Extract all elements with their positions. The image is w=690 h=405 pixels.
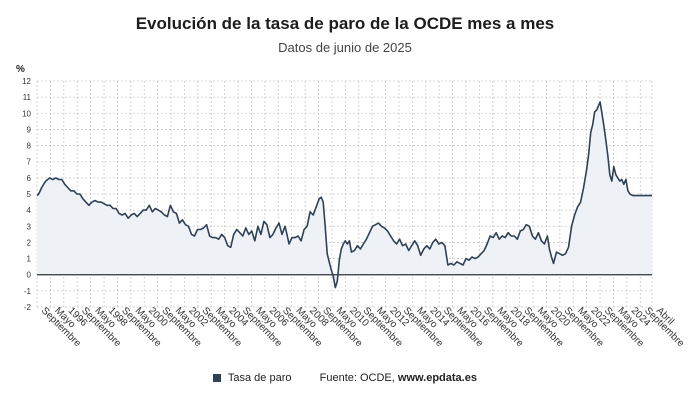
legend-swatch xyxy=(213,374,222,383)
y-tick-label: 8 xyxy=(27,142,32,151)
series-area xyxy=(37,102,652,288)
y-tick-label: 0 xyxy=(27,271,32,280)
y-tick-label: 12 xyxy=(22,77,31,86)
y-tick-label: 1 xyxy=(27,255,32,264)
chart-subtitle: Datos de junio de 2025 xyxy=(278,40,412,55)
y-tick-label: -2 xyxy=(24,303,32,312)
legend: Tasa de paro Fuente: OCDE, www.epdata.es xyxy=(0,372,690,384)
x-axis-tick-labels: SeptiembreMayo1996SeptiembreMayo1998Sept… xyxy=(39,305,687,349)
y-tick-label: -1 xyxy=(24,287,32,296)
y-tick-label: 10 xyxy=(22,109,31,118)
y-tick-label: 6 xyxy=(27,174,32,183)
source-label: Fuente: OCDE, xyxy=(319,372,398,384)
chart-title: Evolución de la tasa de paro de la OCDE … xyxy=(135,14,555,33)
y-tick-label: 5 xyxy=(27,190,32,199)
y-tick-label: 2 xyxy=(27,238,32,247)
y-tick-label: 4 xyxy=(27,206,32,215)
y-tick-label: 7 xyxy=(27,158,32,167)
y-tick-label: 11 xyxy=(23,93,32,102)
series-line xyxy=(36,101,652,289)
source-link[interactable]: www.epdata.es xyxy=(397,372,477,384)
legend-label: Tasa de paro xyxy=(227,372,292,384)
y-tick-label: 3 xyxy=(27,222,32,231)
y-tick-label: 9 xyxy=(27,125,32,134)
y-axis-unit: % xyxy=(16,64,25,75)
